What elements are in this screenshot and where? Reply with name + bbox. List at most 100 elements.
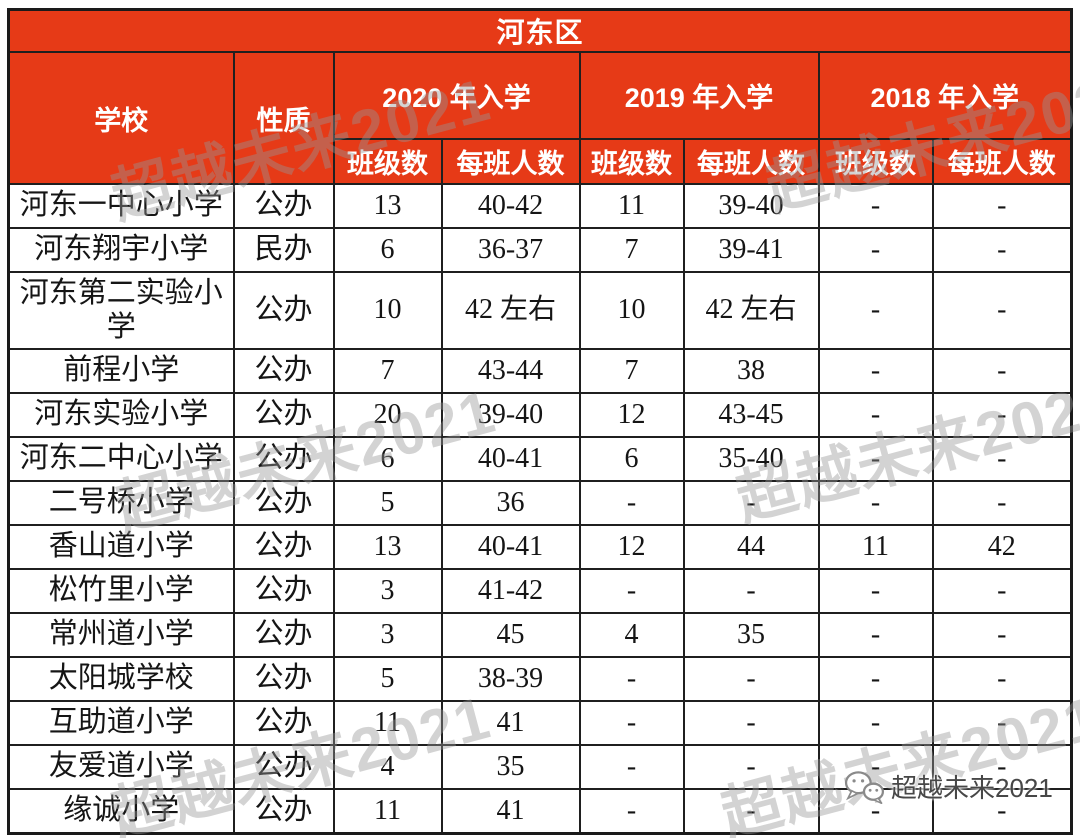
- value-cell: 13: [332, 183, 443, 229]
- school-name-cell: 常州道小学: [7, 612, 235, 658]
- value-cell: -: [817, 392, 934, 438]
- value-cell: 42 左右: [440, 271, 581, 350]
- value-cell: 35: [682, 612, 820, 658]
- group-header-row: 学校 性质 2020 年入学 2019 年入学 2018 年入学: [7, 51, 1073, 185]
- nature-cell: 公办: [232, 348, 335, 394]
- value-cell: -: [931, 348, 1073, 394]
- table-row: 河东二中心小学 公办 6 40-41 6 35-40 - -: [7, 436, 1073, 482]
- value-cell: -: [578, 788, 685, 834]
- value-cell: 40-41: [440, 436, 581, 482]
- value-cell: 36-37: [440, 227, 581, 273]
- value-cell: 7: [332, 348, 443, 394]
- table-body: 河东一中心小学 公办 13 40-42 11 39-40 - - 河东翔宇小学 …: [7, 183, 1073, 834]
- value-cell: 10: [578, 271, 685, 350]
- table-row: 互助道小学 公办 11 41 - - - -: [7, 700, 1073, 746]
- value-cell: 11: [332, 788, 443, 834]
- table-row: 缘诚小学 公办 11 41 - - - -: [7, 788, 1073, 834]
- value-cell: 11: [817, 524, 934, 570]
- table-row: 河东第二实验小学 公办 10 42 左右 10 42 左右 - -: [7, 271, 1073, 350]
- value-cell: -: [931, 700, 1073, 746]
- school-name-cell: 河东第二实验小学: [7, 271, 235, 350]
- nature-cell: 公办: [232, 183, 335, 229]
- value-cell: -: [682, 788, 820, 834]
- value-cell: 10: [332, 271, 443, 350]
- value-cell: -: [817, 656, 934, 702]
- value-cell: 43-44: [440, 348, 581, 394]
- subheader-class-count-2020: 班级数: [332, 138, 443, 185]
- value-cell: -: [931, 271, 1073, 350]
- subheader-class-count-2019: 班级数: [578, 138, 685, 185]
- value-cell: 38: [682, 348, 820, 394]
- value-cell: -: [817, 271, 934, 350]
- year-group-2018: 2018 年入学: [817, 51, 1073, 140]
- subheader-class-size-2020: 每班人数: [440, 138, 581, 185]
- value-cell: 41: [440, 788, 581, 834]
- value-cell: -: [682, 656, 820, 702]
- school-name-cell: 互助道小学: [7, 700, 235, 746]
- nature-cell: 公办: [232, 436, 335, 482]
- school-name-cell: 松竹里小学: [7, 568, 235, 614]
- value-cell: 36: [440, 480, 581, 526]
- school-name-cell: 河东一中心小学: [7, 183, 235, 229]
- subheader-class-size-2018: 每班人数: [931, 138, 1073, 185]
- value-cell: 13: [332, 524, 443, 570]
- value-cell: -: [578, 744, 685, 790]
- table-row: 友爱道小学 公办 4 35 - - - -: [7, 744, 1073, 790]
- school-name-cell: 缘诚小学: [7, 788, 235, 834]
- hedong-enrollment-table: 河东区 学校 性质 2020 年入学 2019 年入学 2018 年入学 班级数…: [7, 8, 1074, 835]
- nature-cell: 公办: [232, 524, 335, 570]
- value-cell: -: [817, 744, 934, 790]
- school-name-cell: 河东翔宇小学: [7, 227, 235, 273]
- value-cell: 38-39: [440, 656, 581, 702]
- subheader-class-count-2018: 班级数: [817, 138, 934, 185]
- value-cell: -: [931, 183, 1073, 229]
- nature-cell: 公办: [232, 568, 335, 614]
- value-cell: -: [817, 788, 934, 834]
- nature-cell: 民办: [232, 227, 335, 273]
- value-cell: 12: [578, 392, 685, 438]
- value-cell: -: [578, 480, 685, 526]
- value-cell: -: [931, 392, 1073, 438]
- value-cell: -: [682, 480, 820, 526]
- value-cell: 6: [332, 227, 443, 273]
- value-cell: -: [931, 656, 1073, 702]
- school-name-cell: 河东二中心小学: [7, 436, 235, 482]
- value-cell: 6: [578, 436, 685, 482]
- value-cell: 4: [578, 612, 685, 658]
- nature-cell: 公办: [232, 271, 335, 350]
- value-cell: -: [817, 700, 934, 746]
- value-cell: -: [682, 700, 820, 746]
- value-cell: -: [817, 227, 934, 273]
- value-cell: 6: [332, 436, 443, 482]
- value-cell: -: [817, 183, 934, 229]
- value-cell: 7: [578, 348, 685, 394]
- value-cell: 45: [440, 612, 581, 658]
- value-cell: 39-40: [682, 183, 820, 229]
- value-cell: -: [817, 480, 934, 526]
- school-name-cell: 河东实验小学: [7, 392, 235, 438]
- value-cell: -: [578, 568, 685, 614]
- school-name-cell: 太阳城学校: [7, 656, 235, 702]
- value-cell: 12: [578, 524, 685, 570]
- table-row: 松竹里小学 公办 3 41-42 - - - -: [7, 568, 1073, 614]
- value-cell: 35-40: [682, 436, 820, 482]
- year-group-2020: 2020 年入学: [332, 51, 581, 140]
- value-cell: 39-41: [682, 227, 820, 273]
- table-row: 河东一中心小学 公办 13 40-42 11 39-40 - -: [7, 183, 1073, 229]
- value-cell: 20: [332, 392, 443, 438]
- nature-cell: 公办: [232, 392, 335, 438]
- value-cell: 7: [578, 227, 685, 273]
- value-cell: 43-45: [682, 392, 820, 438]
- nature-cell: 公办: [232, 744, 335, 790]
- subheader-class-size-2019: 每班人数: [682, 138, 820, 185]
- value-cell: 42: [931, 524, 1073, 570]
- value-cell: 42 左右: [682, 271, 820, 350]
- value-cell: 5: [332, 656, 443, 702]
- value-cell: -: [931, 568, 1073, 614]
- value-cell: -: [931, 436, 1073, 482]
- value-cell: 4: [332, 744, 443, 790]
- value-cell: 35: [440, 744, 581, 790]
- table-row: 前程小学 公办 7 43-44 7 38 - -: [7, 348, 1073, 394]
- school-name-cell: 二号桥小学: [7, 480, 235, 526]
